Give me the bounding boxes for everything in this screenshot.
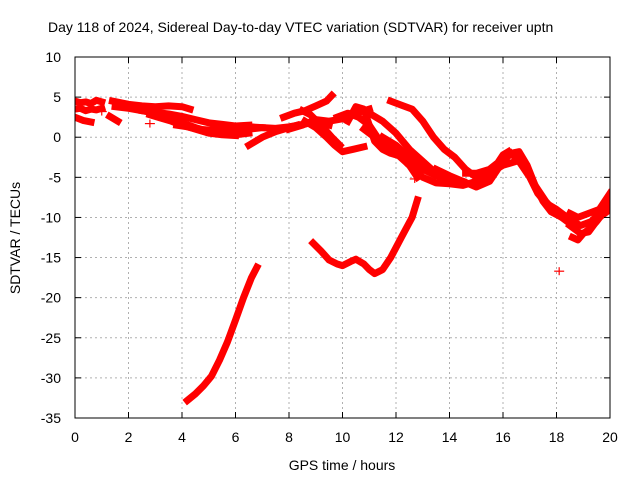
y-tick-label: 10 — [45, 49, 61, 65]
series-line-trace-15 — [300, 116, 369, 156]
x-tick-label: 6 — [232, 429, 240, 445]
x-axis-label: GPS time / hours — [289, 457, 396, 473]
series-line-trace-28 — [511, 149, 567, 223]
x-tick-label: 2 — [125, 429, 133, 445]
y-axis-label: SDTVAR / TECUs — [7, 182, 23, 294]
tick-labels: 0 2 4 6 8 10 12 14 16 18 20 10 5 0 -5 -10 -15 -20 -25 -30 -3… — [41, 49, 618, 445]
y-tick-label: -10 — [41, 209, 61, 225]
x-tick-label: 8 — [285, 429, 293, 445]
y-tick-label: -25 — [41, 330, 61, 346]
x-tick-label: 12 — [388, 429, 404, 445]
series-line-trace-4 — [108, 96, 195, 114]
series-layer — [75, 90, 610, 406]
y-tick-label: 5 — [53, 89, 61, 105]
series-line-trace-5 — [111, 102, 253, 130]
y-tick-label: -20 — [41, 290, 61, 306]
x-tick-label: 14 — [442, 429, 458, 445]
point-mark-5 — [409, 174, 420, 183]
series-line-trace-31 — [565, 205, 610, 237]
series-line-trace-21 — [377, 132, 465, 186]
series-line-trace-22 — [386, 96, 482, 183]
x-tick-label: 0 — [71, 429, 79, 445]
series-line-trace-18 — [343, 103, 423, 183]
x-tick-label: 18 — [549, 429, 565, 445]
point-mark-3 — [144, 119, 155, 128]
x-tick-label: 16 — [495, 429, 511, 445]
series-line-trace-3 — [75, 113, 96, 127]
series-line-trace-16 — [308, 195, 422, 278]
x-tick-label: 4 — [178, 429, 186, 445]
series-line-trace-2 — [75, 103, 107, 115]
series-line-trace-6 — [104, 111, 123, 127]
point-mark-4 — [313, 125, 324, 134]
x-tick-label: 20 — [602, 429, 618, 445]
series-line-trace-12 — [279, 90, 337, 122]
grid — [75, 57, 610, 418]
chart-title: Day 118 of 2024, Sidereal Day-to-day VTE… — [48, 19, 553, 35]
y-tick-label: -35 — [41, 410, 61, 426]
series-line-trace-33 — [182, 262, 262, 406]
series-line-trace-32 — [565, 188, 610, 221]
ticks — [74, 56, 611, 419]
series-line-trace-1 — [75, 96, 107, 107]
point-mark-2 — [96, 107, 107, 116]
series-line-trace-14 — [297, 105, 345, 151]
x-tick-label: 10 — [335, 429, 351, 445]
series-line-trace-25 — [462, 146, 514, 177]
point-mark-1 — [554, 267, 565, 276]
y-tick-label: -5 — [49, 169, 62, 185]
y-tick-label: -15 — [41, 250, 61, 266]
y-tick-label: 0 — [53, 129, 61, 145]
y-tick-label: -30 — [41, 370, 61, 386]
